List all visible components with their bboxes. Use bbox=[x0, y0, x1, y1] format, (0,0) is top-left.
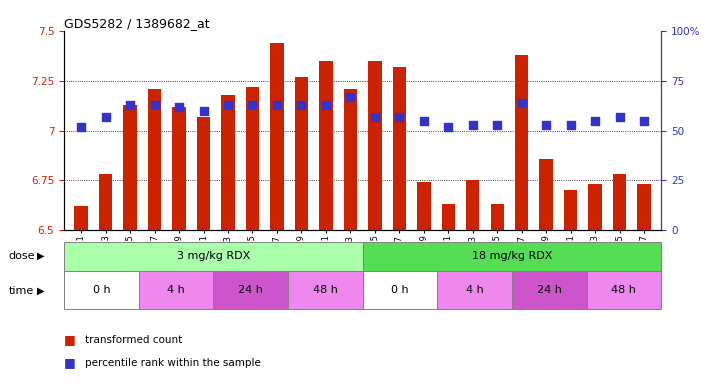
Point bbox=[100, 114, 112, 120]
Bar bbox=[363, 242, 661, 271]
Point bbox=[124, 101, 136, 108]
Bar bbox=[343, 89, 357, 230]
Bar bbox=[64, 271, 139, 309]
Bar bbox=[613, 174, 626, 230]
Bar bbox=[564, 190, 577, 230]
Text: percentile rank within the sample: percentile rank within the sample bbox=[85, 358, 261, 368]
Text: 3 mg/kg RDX: 3 mg/kg RDX bbox=[176, 251, 250, 262]
Text: 0 h: 0 h bbox=[391, 285, 409, 295]
Bar bbox=[512, 271, 587, 309]
Point bbox=[223, 101, 234, 108]
Bar bbox=[64, 242, 363, 271]
Text: dose: dose bbox=[9, 251, 35, 261]
Text: ▶: ▶ bbox=[37, 251, 45, 261]
Point bbox=[516, 99, 528, 106]
Text: 24 h: 24 h bbox=[537, 285, 562, 295]
Bar bbox=[288, 271, 363, 309]
Point bbox=[418, 118, 429, 124]
Point bbox=[149, 101, 160, 108]
Text: transformed count: transformed count bbox=[85, 335, 183, 345]
Point bbox=[75, 124, 87, 130]
Bar bbox=[75, 207, 88, 230]
Point bbox=[247, 101, 258, 108]
Bar bbox=[221, 94, 235, 230]
Bar bbox=[148, 89, 161, 230]
Point bbox=[614, 114, 625, 120]
Bar bbox=[139, 271, 213, 309]
Text: 24 h: 24 h bbox=[238, 285, 263, 295]
Point bbox=[565, 121, 577, 127]
Bar bbox=[417, 182, 431, 230]
Bar bbox=[368, 61, 382, 230]
Bar bbox=[587, 271, 661, 309]
Bar bbox=[637, 184, 651, 230]
Point bbox=[638, 118, 650, 124]
Bar bbox=[540, 159, 553, 230]
Bar bbox=[213, 271, 288, 309]
Bar bbox=[270, 43, 284, 230]
Point bbox=[491, 121, 503, 127]
Point bbox=[442, 124, 454, 130]
Point bbox=[467, 121, 479, 127]
Bar bbox=[246, 87, 260, 230]
Text: time: time bbox=[9, 286, 34, 296]
Text: ■: ■ bbox=[64, 356, 76, 369]
Point bbox=[198, 108, 209, 114]
Bar bbox=[589, 184, 602, 230]
Bar bbox=[442, 204, 455, 230]
Text: 48 h: 48 h bbox=[611, 285, 636, 295]
Text: 4 h: 4 h bbox=[167, 285, 185, 295]
Bar bbox=[294, 77, 308, 230]
Text: ▶: ▶ bbox=[37, 286, 45, 296]
Bar bbox=[515, 55, 528, 230]
Text: 0 h: 0 h bbox=[92, 285, 110, 295]
Point bbox=[173, 104, 185, 110]
Text: GDS5282 / 1389682_at: GDS5282 / 1389682_at bbox=[64, 17, 210, 30]
Text: 4 h: 4 h bbox=[466, 285, 483, 295]
Point bbox=[320, 101, 331, 108]
Point bbox=[540, 121, 552, 127]
Bar bbox=[466, 180, 479, 230]
Bar bbox=[319, 61, 333, 230]
Text: 48 h: 48 h bbox=[313, 285, 338, 295]
Bar bbox=[99, 174, 112, 230]
Point bbox=[272, 101, 283, 108]
Point bbox=[369, 114, 380, 120]
Bar bbox=[197, 117, 210, 230]
Bar bbox=[392, 67, 406, 230]
Bar bbox=[437, 271, 512, 309]
Bar bbox=[123, 104, 137, 230]
Bar bbox=[363, 271, 437, 309]
Bar bbox=[172, 107, 186, 230]
Bar bbox=[491, 204, 504, 230]
Point bbox=[345, 94, 356, 100]
Point bbox=[589, 118, 601, 124]
Point bbox=[296, 101, 307, 108]
Text: 18 mg/kg RDX: 18 mg/kg RDX bbox=[471, 251, 552, 262]
Text: ■: ■ bbox=[64, 333, 76, 346]
Point bbox=[394, 114, 405, 120]
